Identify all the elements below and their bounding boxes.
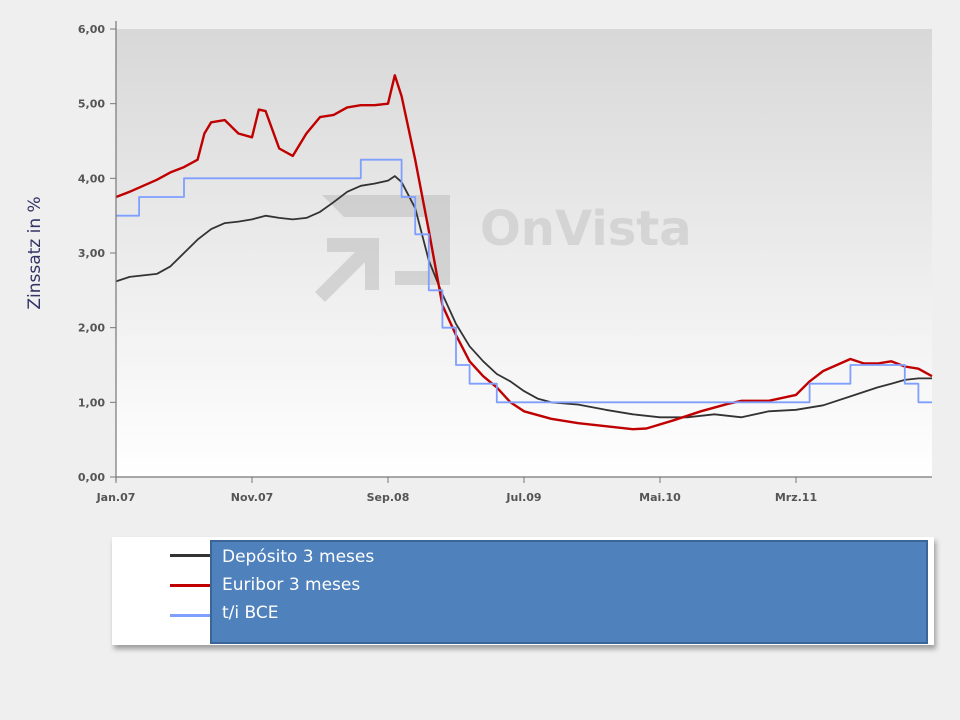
y-tick-label: 2,00 (78, 322, 105, 335)
y-tick-label: 4,00 (78, 172, 105, 185)
legend-swatch-deposito (170, 554, 214, 557)
x-tick-label: Mai.10 (639, 491, 681, 504)
y-tick-label: 6,00 (78, 23, 105, 36)
y-tick-label: 3,00 (78, 247, 105, 260)
legend: Depósito 3 meses Euribor 3 meses t/i BCE (112, 537, 934, 645)
legend-label-bce: t/i BCE (222, 603, 279, 623)
y-tick-label: 5,00 (78, 98, 105, 111)
y-tick-label: 0,00 (78, 471, 105, 484)
legend-swatch-bce (170, 614, 214, 617)
x-tick-label: Jan.07 (96, 491, 136, 504)
legend-swatch-euribor (170, 584, 214, 587)
legend-label-deposito: Depósito 3 meses (222, 547, 375, 567)
x-tick-label: Jul.09 (505, 491, 541, 504)
series-line-3 (116, 158, 932, 404)
legend-label-box: Depósito 3 meses Euribor 3 meses t/i BCE (210, 540, 928, 644)
watermark-text: OnVista (480, 201, 692, 257)
y-axis-label: Zinssatz in % (25, 196, 45, 309)
legend-label-euribor: Euribor 3 meses (222, 575, 361, 595)
x-tick-label: Mrz.11 (775, 491, 817, 504)
y-tick-label: 1,00 (78, 396, 105, 409)
x-tick-label: Nov.07 (231, 491, 274, 504)
series-line-1 (115, 175, 932, 419)
x-tick-label: Sep.08 (367, 491, 410, 504)
